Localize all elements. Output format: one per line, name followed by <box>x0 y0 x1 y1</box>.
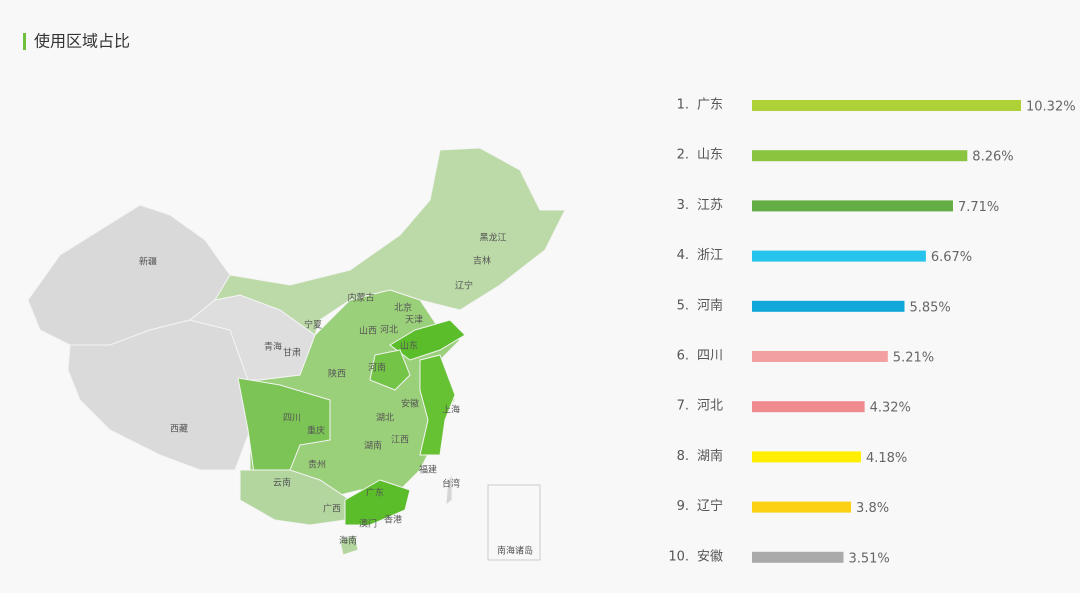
map-label: 湖北 <box>376 413 394 424</box>
map-label: 辽宁 <box>455 280 473 292</box>
map-label: 北京 <box>394 302 412 314</box>
panel-title: 使用区域占比 <box>34 32 130 51</box>
map-label: 香港 <box>384 514 402 526</box>
rank-number: 9. <box>677 499 689 514</box>
map-label: 吉林 <box>473 255 491 267</box>
value-label: 10.32% <box>1026 100 1076 115</box>
map-label: 福建 <box>419 464 437 476</box>
bar <box>752 401 865 413</box>
category-label: 安徽 <box>697 549 723 564</box>
region <box>339 534 359 556</box>
map-label: 台湾 <box>442 478 460 490</box>
bar <box>752 150 968 162</box>
bar <box>752 200 953 212</box>
value-label: 8.26% <box>972 150 1013 165</box>
rank-number: 8. <box>677 449 689 464</box>
rank-number: 10. <box>668 549 689 564</box>
region <box>369 349 411 391</box>
value-label: 5.21% <box>893 351 934 366</box>
rank-number: 1. <box>677 98 689 113</box>
rank-number: 4. <box>677 248 689 263</box>
region <box>67 319 251 471</box>
map-label: 新疆 <box>139 256 157 268</box>
value-label: 3.51% <box>848 551 889 566</box>
region <box>213 147 566 336</box>
value-label: 3.8% <box>856 501 889 516</box>
map-label: 湖南 <box>364 440 382 452</box>
title-accent <box>23 33 26 50</box>
map-label: 西藏 <box>170 423 188 435</box>
region <box>445 473 453 507</box>
map-label: 四川 <box>283 414 301 424</box>
map-label: 贵州 <box>308 459 326 471</box>
map-label: 澳门 <box>359 518 377 530</box>
rank-number: 7. <box>677 399 689 414</box>
bar <box>752 451 861 463</box>
region <box>237 377 331 481</box>
rank-number: 2. <box>677 148 689 163</box>
bar <box>752 351 888 362</box>
value-label: 4.18% <box>866 451 907 466</box>
value-label: 7.71% <box>958 200 999 215</box>
category-label: 江苏 <box>697 197 723 213</box>
value-label: 6.67% <box>931 250 972 265</box>
rank-number: 3. <box>677 198 689 213</box>
category-label: 河南 <box>697 297 723 313</box>
map-label: 河南 <box>368 362 386 374</box>
category-label: 四川 <box>697 349 723 364</box>
region <box>389 319 466 361</box>
map-label: 广西 <box>323 503 341 515</box>
value-label: 5.85% <box>909 300 950 315</box>
map-label: 海南 <box>339 535 357 547</box>
map-label: 江西 <box>391 435 409 446</box>
category-label: 广东 <box>697 98 723 113</box>
bar <box>752 250 926 262</box>
bar <box>752 300 905 312</box>
map-label: 青海 <box>264 341 282 353</box>
category-label: 河北 <box>697 399 723 414</box>
bar <box>752 501 852 513</box>
map-label: 安徽 <box>401 398 419 410</box>
rank-number: 5. <box>677 298 689 313</box>
region <box>344 479 411 526</box>
map-label: 天津 <box>405 315 423 326</box>
map-label: 内蒙古 <box>347 292 374 304</box>
map-label: 山西 <box>359 326 377 337</box>
map-label: 甘肃 <box>283 347 301 359</box>
bar <box>752 551 844 563</box>
map-label: 陕西 <box>328 368 346 380</box>
category-label: 辽宁 <box>697 498 723 514</box>
rank-number: 6. <box>677 349 689 364</box>
category-label: 浙江 <box>697 248 723 263</box>
value-label: 4.32% <box>870 401 911 416</box>
map-label: 南海诸岛 <box>497 545 533 557</box>
map-label: 黑龙江 <box>479 232 506 244</box>
map-label: 上海 <box>442 404 460 416</box>
map-label: 云南 <box>273 477 291 489</box>
region <box>419 354 456 456</box>
category-label: 山东 <box>697 148 723 163</box>
map-label: 广东 <box>366 487 384 499</box>
category-label: 湖南 <box>697 448 723 464</box>
map-label: 山东 <box>400 340 418 352</box>
bar <box>752 100 1021 111</box>
map-label: 宁夏 <box>304 319 322 331</box>
map-label: 河北 <box>380 324 398 336</box>
map-label: 重庆 <box>307 425 325 437</box>
inset-box <box>487 484 541 561</box>
